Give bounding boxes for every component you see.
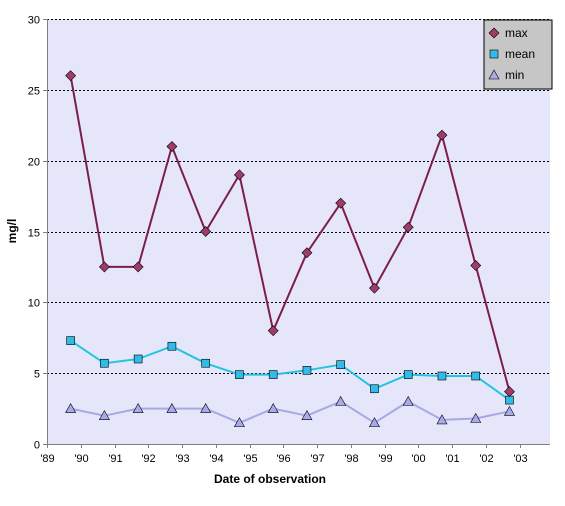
axes: 0 5 10 15 20 25 30 '89 '90 '91 '92 '93 '94 '95 '96 '97 '… xyxy=(28,15,550,465)
series-mean xyxy=(66,336,514,405)
legend-marker-mean xyxy=(489,49,499,59)
x-tick-label: '91 xyxy=(108,453,122,465)
x-tick-label: '00 xyxy=(411,453,425,465)
x-tick-label: '96 xyxy=(276,453,290,465)
data-point-max xyxy=(233,169,245,181)
x-tick-label: '99 xyxy=(378,453,392,465)
data-point-mean xyxy=(167,341,177,351)
x-tick-label: '92 xyxy=(141,453,155,465)
series-min xyxy=(65,395,515,428)
data-point-mean xyxy=(471,371,481,381)
data-point-mean xyxy=(403,370,413,379)
data-point-min xyxy=(200,402,212,413)
data-point-min xyxy=(166,402,178,413)
y-tick-label: 5 xyxy=(34,369,40,381)
series-line-mean xyxy=(70,339,511,401)
x-tick-label: '97 xyxy=(310,453,324,465)
data-point-max xyxy=(402,221,414,233)
legend-label-min: min xyxy=(505,68,524,82)
data-point-max xyxy=(470,260,482,271)
series-max xyxy=(65,70,515,398)
x-tick-label: '93 xyxy=(175,453,189,465)
x-tick-label: '95 xyxy=(243,453,257,465)
y-tick-label: 0 xyxy=(34,440,40,452)
data-point-min xyxy=(503,405,515,416)
data-point-max xyxy=(98,261,110,273)
data-point-min xyxy=(436,414,448,425)
data-point-mean xyxy=(66,336,75,345)
data-point-max xyxy=(504,386,515,398)
data-point-max xyxy=(301,247,313,259)
legend-marker-min xyxy=(488,69,500,80)
y-tick-label: 30 xyxy=(28,15,40,27)
data-point-min xyxy=(335,395,347,406)
series-line-max xyxy=(69,75,511,392)
data-point-min xyxy=(368,417,380,428)
data-point-mean xyxy=(336,360,345,369)
data-point-max xyxy=(335,197,347,209)
x-tick-label: '98 xyxy=(344,453,358,465)
data-point-max xyxy=(166,141,178,152)
data-point-min xyxy=(233,417,245,428)
data-point-max xyxy=(369,282,380,294)
data-point-mean xyxy=(100,358,109,368)
data-point-max xyxy=(132,261,144,273)
x-tick-label: '89 xyxy=(40,453,54,465)
y-axis-title: mg/l xyxy=(5,219,19,244)
y-tick-label: 10 xyxy=(28,298,40,310)
data-point-mean xyxy=(505,395,514,405)
x-tick-label: '90 xyxy=(74,453,88,465)
data-point-mean xyxy=(268,370,278,379)
data-point-mean xyxy=(302,366,312,375)
data-point-mean xyxy=(370,384,379,394)
x-tick-label: '03 xyxy=(513,453,527,465)
legend-marker-max xyxy=(488,27,500,39)
data-point-mean xyxy=(201,358,210,368)
data-point-mean xyxy=(437,371,447,381)
data-point-mean xyxy=(133,354,143,364)
legend-label-max: max xyxy=(505,26,528,40)
data-point-max xyxy=(65,70,77,82)
series-layer xyxy=(65,70,515,428)
legend-label-mean: mean xyxy=(505,47,535,61)
legend: max mean min xyxy=(483,19,553,90)
data-point-min xyxy=(470,412,482,423)
y-tick-label: 15 xyxy=(28,228,40,240)
data-point-min xyxy=(402,395,414,406)
data-point-max xyxy=(267,325,279,337)
data-point-min xyxy=(301,410,313,420)
x-tick-label: '02 xyxy=(479,453,493,465)
data-point-min xyxy=(98,410,110,420)
x-axis-title: Date of observation xyxy=(214,472,326,486)
x-tick-label: '01 xyxy=(445,453,459,465)
y-tick-label: 20 xyxy=(28,157,40,169)
data-point-max xyxy=(200,226,212,237)
data-point-min xyxy=(65,402,77,413)
x-tick-label: '94 xyxy=(209,453,223,465)
data-point-min xyxy=(267,402,279,413)
data-point-min xyxy=(132,402,144,413)
data-point-mean xyxy=(235,370,244,379)
data-point-max xyxy=(436,129,448,141)
y-tick-label: 25 xyxy=(28,86,40,98)
series-line-min xyxy=(70,400,510,424)
